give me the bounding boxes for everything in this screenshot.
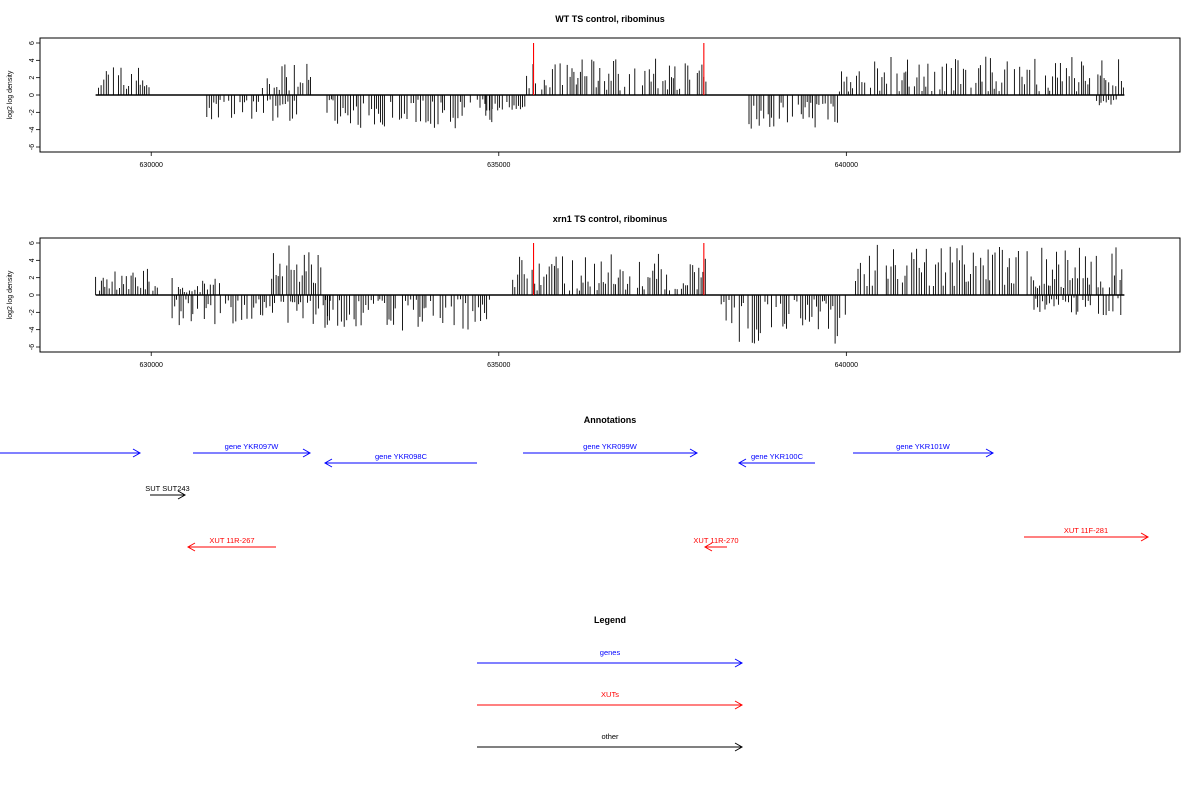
y-tick-label: 2 (29, 276, 36, 280)
gene-ykr098c-arrow (323, 458, 477, 468)
y-tick-label: -4 (29, 326, 36, 332)
annotations-panel: Annotations gene YKR097W gene YKR098C gene… (0, 415, 1150, 552)
gene-ykr101w-arrow (853, 448, 995, 458)
legend-genes-arrow (477, 658, 744, 668)
xut-11r-270-arrow (703, 542, 727, 552)
gene-ykr099w-label: gene YKR099W (583, 442, 638, 451)
x-tick-label: 630000 (140, 162, 163, 169)
legend-title: Legend (594, 615, 626, 625)
xut-11f-281-arrow (1024, 532, 1150, 542)
gene-ykr099w-arrow (523, 448, 699, 458)
legend-xuts-label: XUTs (601, 690, 619, 699)
y-tick-label: 0 (29, 293, 36, 297)
x-tick-label: 630000 (140, 362, 163, 369)
y-axis-label: log2 log density (7, 270, 14, 319)
legend-other-label: other (601, 732, 619, 741)
y-tick-label: -6 (29, 344, 36, 350)
legend-xuts-arrow (477, 700, 744, 710)
y-axis-label: log2 log density (7, 70, 14, 119)
gene-ykr097w-arrow (193, 448, 312, 458)
xrn1-coverage-panel: xrn1 TS control, ribominus -6 -4 -2 0 2 4 6 log2… (7, 214, 1181, 369)
gene-ykr098c-label: gene YKR098C (375, 452, 428, 461)
xut-11r-267-label: XUT 11R-267 (209, 536, 254, 545)
y-tick-label: 2 (29, 76, 36, 80)
y-tick-label: 6 (29, 41, 36, 45)
x-tick-label: 635000 (487, 162, 510, 169)
wt-coverage-panel: WT TS control, ribominus -6 -4 -2 0 2 4 6 log2 l… (7, 14, 1181, 169)
y-tick-label: 4 (29, 258, 36, 262)
annotations-title: Annotations (584, 415, 637, 425)
xut-11f-281-label: XUT 11F-281 (1064, 526, 1108, 535)
legend-other-arrow (477, 742, 744, 752)
panel-title: xrn1 TS control, ribominus (553, 214, 668, 224)
gene-ykr101w-label: gene YKR101W (896, 442, 951, 451)
x-tick-label: 640000 (835, 362, 858, 369)
legend-genes-label: genes (600, 648, 621, 657)
y-tick-label: 4 (29, 58, 36, 62)
gene-ykr100c-label: gene YKR100C (751, 452, 804, 461)
gene-ykr100c-arrow (737, 458, 815, 468)
sut243-arrow (150, 490, 187, 500)
xut-11r-270-label: XUT 11R-270 (693, 536, 738, 545)
x-tick-label: 640000 (835, 162, 858, 169)
gene-ykr097w-label: gene YKR097W (225, 442, 280, 451)
y-tick-label: 6 (29, 241, 36, 245)
y-tick-label: 0 (29, 93, 36, 97)
x-tick-label: 635000 (487, 362, 510, 369)
y-tick-label: -4 (29, 126, 36, 132)
panel-title: WT TS control, ribominus (555, 14, 665, 24)
sut243-label: SUT SUT243 (145, 484, 189, 493)
legend-panel: Legend genes XUTs other (477, 615, 744, 752)
y-tick-label: -2 (29, 109, 36, 115)
y-tick-label: -2 (29, 309, 36, 315)
y-tick-label: -6 (29, 144, 36, 150)
xut-11r-267-arrow (186, 542, 276, 552)
feature-arrow (0, 448, 142, 458)
